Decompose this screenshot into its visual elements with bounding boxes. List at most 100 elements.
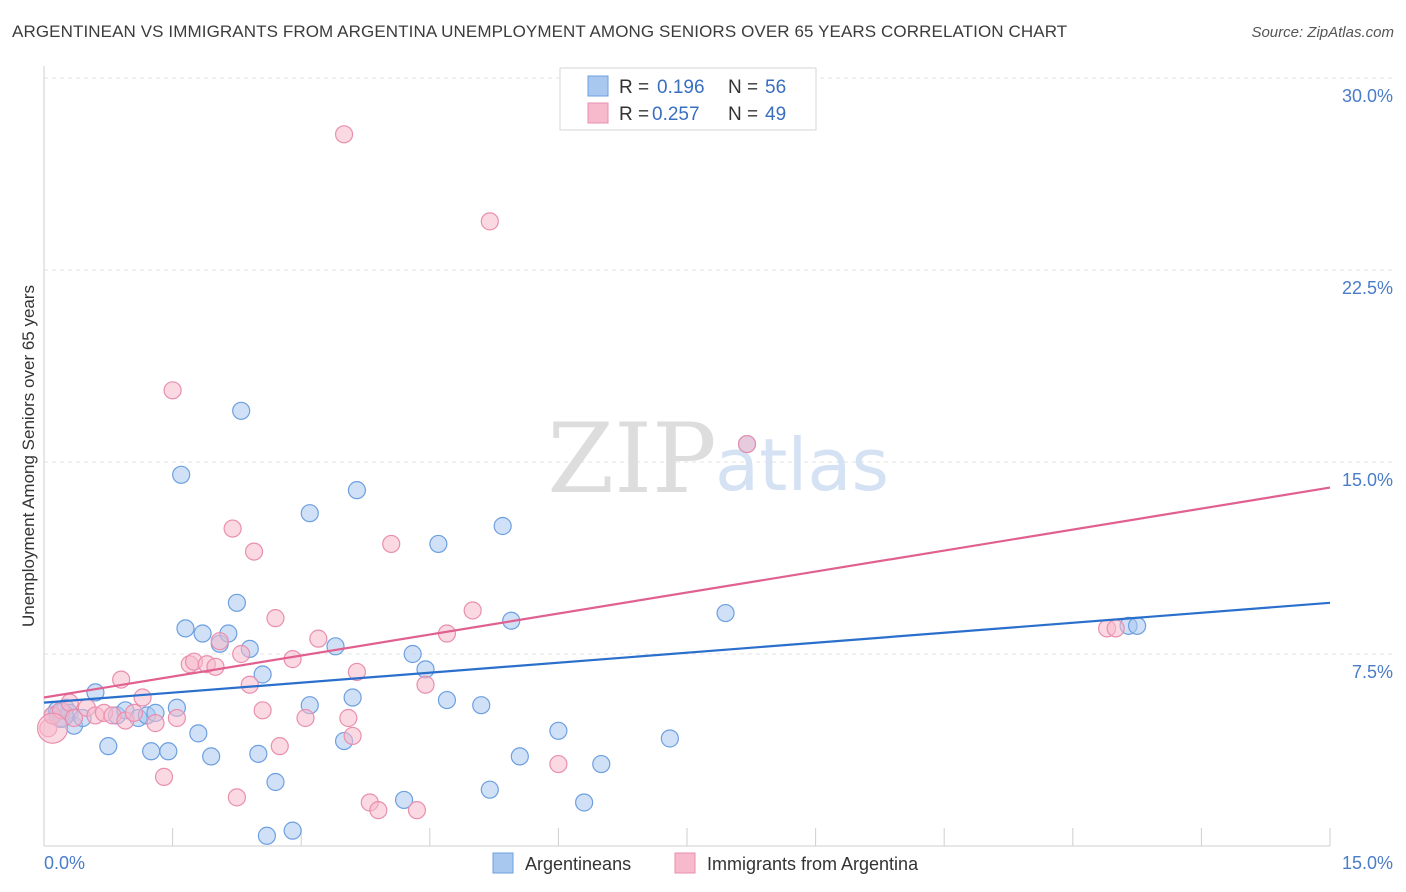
argentineans-point-8 xyxy=(99,737,118,756)
argentineans-point-42 xyxy=(437,690,457,710)
bottom-legend-argentineans: Argentineans xyxy=(525,854,631,874)
argentineans-point-24 xyxy=(227,593,246,612)
immigrants-point-13 xyxy=(146,714,165,733)
legend-n-value-pink: 49 xyxy=(765,104,786,125)
immigrants-point-4 xyxy=(64,708,84,728)
immigrants-point-12 xyxy=(133,688,152,707)
immigrants-point-41 xyxy=(416,675,435,694)
immigrants-point-29 xyxy=(270,737,289,756)
bottom-legend-immigrants: Immigrants from Argentina xyxy=(707,854,919,874)
argentineans-point-44 xyxy=(480,780,499,799)
series-legend: Argentineans Immigrants from Argentina xyxy=(492,852,919,874)
argentineans-point-13 xyxy=(142,742,161,761)
immigrants-point-32 xyxy=(309,629,328,648)
argentineans-point-34 xyxy=(326,637,345,656)
legend-n-value-blue: 56 xyxy=(765,77,786,98)
argentineans-point-19 xyxy=(189,724,208,743)
x-tick-label-max: 15.0% xyxy=(1342,853,1393,873)
argentineans-point-49 xyxy=(575,793,594,812)
argentineans-point-45 xyxy=(493,516,512,536)
immigrants-point-21 xyxy=(210,632,229,651)
series-immigrants-from-argentina xyxy=(36,125,1125,820)
legend-r-label-blue: R = xyxy=(619,77,649,98)
y-tick-label-3: 30.0% xyxy=(1342,86,1393,106)
immigrants-point-23 xyxy=(227,788,246,807)
legend-swatch-pink xyxy=(587,102,609,124)
immigrants-point-38 xyxy=(369,801,388,820)
immigrants-point-48 xyxy=(1106,619,1125,638)
immigrants-point-14 xyxy=(154,767,174,786)
immigrants-point-20 xyxy=(206,657,225,676)
immigrants-point-43 xyxy=(463,601,482,620)
immigrants-point-16 xyxy=(167,708,186,728)
immigrants-point-28 xyxy=(266,609,285,628)
immigrants-cluster-point xyxy=(36,712,69,744)
y-tick-label-2: 22.5% xyxy=(1342,278,1393,298)
bottom-legend-swatch-blue xyxy=(492,852,514,874)
argentineans-point-37 xyxy=(347,481,367,500)
argentineans-point-15 xyxy=(159,742,178,761)
argentineans-point-25 xyxy=(232,401,251,420)
immigrants-point-11 xyxy=(124,703,144,722)
immigrants-point-44 xyxy=(480,212,499,231)
argentineans-point-17 xyxy=(172,465,191,484)
x-tick-labels: 0.0% 15.0% xyxy=(44,853,1393,873)
argentineans-point-31 xyxy=(283,821,302,840)
immigrants-point-46 xyxy=(737,434,757,454)
y-axis-label: Unemployment Among Seniors over 65 years xyxy=(19,285,38,627)
y-tick-labels: 7.5% 15.0% 22.5% 30.0% xyxy=(1342,86,1393,682)
immigrants-point-35 xyxy=(343,726,362,746)
legend-swatch-blue xyxy=(587,75,609,97)
immigrants-point-27 xyxy=(253,701,272,720)
trend-line-immigrants xyxy=(43,486,1331,699)
immigrants-point-31 xyxy=(296,708,315,728)
x-tick-label-min: 0.0% xyxy=(44,853,85,873)
immigrants-point-25 xyxy=(240,675,259,694)
source-label: Source: ZipAtlas.com xyxy=(1251,24,1394,41)
chart-title: ARGENTINEAN VS IMMIGRANTS FROM ARGENTINA… xyxy=(12,22,1068,41)
argentineans-point-47 xyxy=(510,747,529,766)
argentineans-point-52 xyxy=(716,603,735,623)
grid-lines xyxy=(44,77,1392,655)
immigrants-point-34 xyxy=(339,708,358,728)
immigrants-point-36 xyxy=(347,662,367,682)
argentineans-point-43 xyxy=(472,696,491,715)
legend-r-value-blue: 0.196 xyxy=(657,77,705,98)
y-tick-label-0: 7.5% xyxy=(1352,662,1393,682)
legend-n-label-pink: N = xyxy=(728,104,758,125)
y-tick-label-1: 15.0% xyxy=(1342,470,1393,490)
argentineans-point-28 xyxy=(253,665,272,684)
bottom-legend-swatch-pink xyxy=(674,852,696,874)
argentineans-point-32 xyxy=(300,504,319,523)
argentineans-point-55 xyxy=(1127,616,1147,635)
argentineans-point-36 xyxy=(343,688,362,707)
argentineans-point-48 xyxy=(549,721,568,740)
trend-lines xyxy=(43,486,1331,704)
argentineans-point-40 xyxy=(416,660,435,679)
argentineans-point-41 xyxy=(429,534,448,554)
immigrants-point-22 xyxy=(223,519,242,538)
immigrants-point-33 xyxy=(334,125,354,144)
immigrants-point-39 xyxy=(382,534,401,554)
immigrants-point-15 xyxy=(163,381,182,400)
argentineans-point-50 xyxy=(592,754,611,774)
argentineans-point-21 xyxy=(202,747,221,766)
argentineans-point-20 xyxy=(193,624,212,643)
immigrants-point-26 xyxy=(244,542,264,561)
argentineans-point-51 xyxy=(660,729,679,748)
immigrants-point-40 xyxy=(407,801,427,820)
argentineans-point-30 xyxy=(266,772,285,792)
watermark-zip: ZIP xyxy=(547,403,716,515)
trend-line-argentineans xyxy=(43,601,1331,704)
argentineans-point-29 xyxy=(257,826,277,845)
immigrants-point-45 xyxy=(549,754,568,774)
watermark: ZIP atlas xyxy=(547,403,889,515)
legend-n-label-blue: N = xyxy=(728,77,758,98)
argentineans-point-38 xyxy=(394,790,414,810)
legend-r-value-pink: 0.257 xyxy=(652,104,700,125)
watermark-atlas: atlas xyxy=(715,423,889,507)
argentineans-point-27 xyxy=(249,744,268,763)
immigrants-point-3 xyxy=(60,693,79,712)
immigrants-point-24 xyxy=(232,644,251,664)
